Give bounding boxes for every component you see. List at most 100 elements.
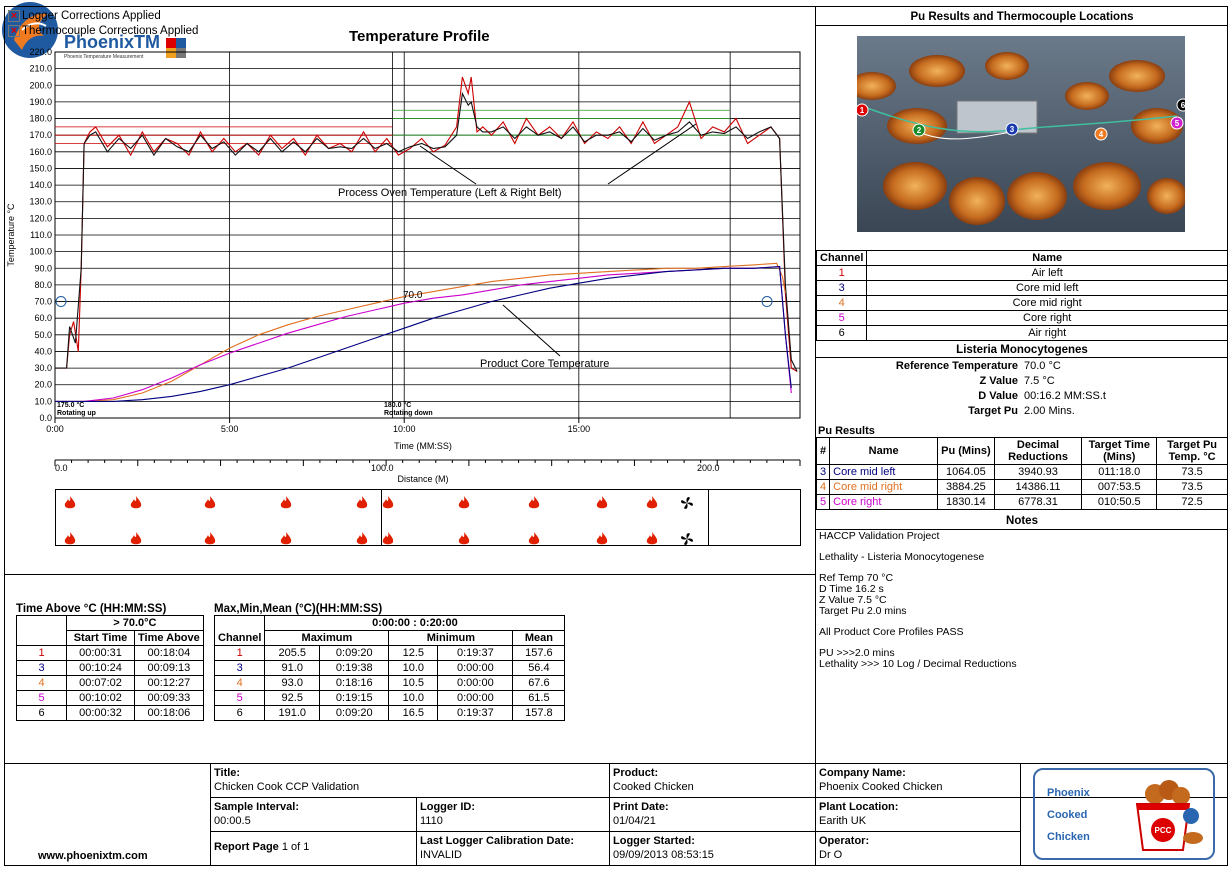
y-tick-label: 0.0 [39,413,52,423]
series-line-1 [55,91,798,372]
svg-text:6: 6 [1181,101,1185,110]
distance-axis-label: Distance (M) [397,474,448,484]
flame-icon [458,532,470,545]
temperature-chart: 0.0 10.0 20.0 30.0 40.0 50.0 60.0 70.0 80.0 90.0 1… [6,47,801,484]
svg-text:PCC: PCC [1155,826,1172,835]
svg-text:4: 4 [1099,130,1104,139]
listeria-title: Listeria Monocytogenes [956,344,1088,356]
zone2-note: Rotating down [384,410,433,417]
x-tick-label: 5:00 [221,424,239,434]
pu-panel-title: Pu Results and Thermocouple Locations [910,11,1134,23]
flame-icon [356,496,368,509]
svg-text:5: 5 [1175,119,1180,128]
listeria-params: Reference Temperature 70.0 °C Z Value 7.5 °… [895,360,1106,417]
y-tick-label: 160.0 [29,147,52,157]
zone2-temp: 180.0 °C [384,401,411,409]
y-tick-label: 210.0 [29,64,52,74]
flame-icon [596,532,608,545]
y-tick-label: 120.0 [29,213,52,223]
series-line-3 [55,266,792,402]
flame-icon [382,496,394,509]
flame-icon [528,532,540,545]
x-axis-label: Time (MM:SS) [394,441,452,451]
y-tick-label: 190.0 [29,97,52,107]
x-icon: × [8,10,20,22]
time-above-row: 4 00:07:02 00:12:27 [16,675,204,691]
flame-icon [646,496,658,509]
flame-icon [64,532,76,545]
series-line-2 [55,262,786,402]
report-frame [4,6,1228,866]
flame-icon [596,496,608,509]
footer-divider [4,763,1228,764]
distance-tick-label: 200.0 [697,463,720,473]
channel-row: 3 Core mid left [815,280,1228,296]
chart-title: Temperature Profile [349,28,490,45]
oven-annotation: Process Oven Temperature (Left & Right B… [338,187,562,199]
y-tick-label: 220.0 [29,47,52,57]
thermocouple-photo: 1 2 3 4 5 6 [857,36,1185,232]
flame-icon [204,496,216,509]
y-tick-label: 50.0 [34,330,52,340]
channel-row: 1 Air left [815,265,1228,281]
y-axis-label: Temperature °C [6,203,16,267]
channel-row: 6 Air right [815,325,1228,341]
notes-title: Notes [1006,515,1038,527]
maxmin-title: Max,Min,Mean (°C)(HH:MM:SS) [214,603,383,615]
y-tick-label: 40.0 [34,346,52,356]
svg-text:3: 3 [1010,125,1015,134]
flame-icon [280,496,292,509]
website: www.phoenixtm.com [38,850,148,862]
y-tick-label: 180.0 [29,114,52,124]
y-tick-label: 90.0 [34,263,52,273]
channel-table: Channel Name 1 Air left 3 Core mid left 4 Core… [815,250,1228,341]
y-tick-label: 20.0 [34,380,52,390]
x-tick-label: 15:00 [568,424,591,434]
flame-icon [204,532,216,545]
notes-text: HACCP Validation Project Lethality - List… [819,530,1017,670]
maxmin-row: 6 191.0 0:09:20 16.5 0:19:37 157.8 [213,705,566,721]
time-above-row: 3 00:10:24 00:09:13 [16,660,204,676]
logger-corrections-flag: × Logger Corrections Applied [8,10,161,22]
flame-icon [130,532,142,545]
y-tick-label: 200.0 [29,80,52,90]
x-tick-label: 0:00 [46,424,64,434]
y-tick-label: 70.0 [34,297,52,307]
y-tick-label: 150.0 [29,163,52,173]
x-icon: × [8,25,20,37]
company-logo: Phoenix Cooked Chicken PCC [1033,768,1215,860]
maxmin-table: 0:00:00 : 0:20:00 Channel Maximum Minimum M… [213,615,566,721]
pu-results-table: # Name Pu (Mins) Decimal Reductions Target T… [815,437,1228,510]
flame-icon [646,532,658,545]
y-tick-label: 170.0 [29,130,52,140]
y-tick-label: 110.0 [30,230,52,240]
fan-icon [681,533,693,545]
distance-tick-label: 100.0 [371,463,394,473]
y-tick-label: 100.0 [29,247,52,257]
time-above-row: 6 00:00:32 00:18:06 [16,705,204,721]
pu-result-row: 3 Core mid left 1064.05 3940.93 011:18.0 73.5 [815,464,1228,480]
chart-divider [4,574,816,575]
maxmin-row: 1 205.5 0:09:20 12.5 0:19:37 157.6 [213,645,566,661]
svg-text:PhoenixTM: PhoenixTM [64,32,160,52]
maxmin-row: 3 91.0 0:19:38 10.0 0:00:00 56.4 [213,660,566,676]
channel-row: 4 Core mid right [815,295,1228,311]
zone1-temp: 175.0 °C [57,401,84,409]
marker-circle-left [55,296,67,308]
reference-temp-label: 70.0 [403,290,423,301]
core-annotation: Product Core Temperature [480,358,609,370]
svg-text:Phoenix Temperature Measuremen: Phoenix Temperature Measurement [64,54,144,60]
marker-circle-right [761,296,773,308]
zone1-note: Rotating up [57,410,96,417]
series-line-0 [55,76,798,372]
chicken-bucket-icon: PCC [1135,780,1203,851]
distance-tick-label: 0.0 [55,463,68,473]
y-tick-label: 130.0 [29,197,52,207]
y-tick-label: 140.0 [29,180,52,190]
flame-icon [130,496,142,509]
report-title: Chicken Cook CCP Validation [214,781,360,793]
svg-text:2: 2 [917,126,922,135]
maxmin-row: 5 92.5 0:19:15 10.0 0:00:00 61.5 [213,690,566,706]
flame-icon [382,532,394,545]
x-tick-label: 10:00 [393,424,416,434]
